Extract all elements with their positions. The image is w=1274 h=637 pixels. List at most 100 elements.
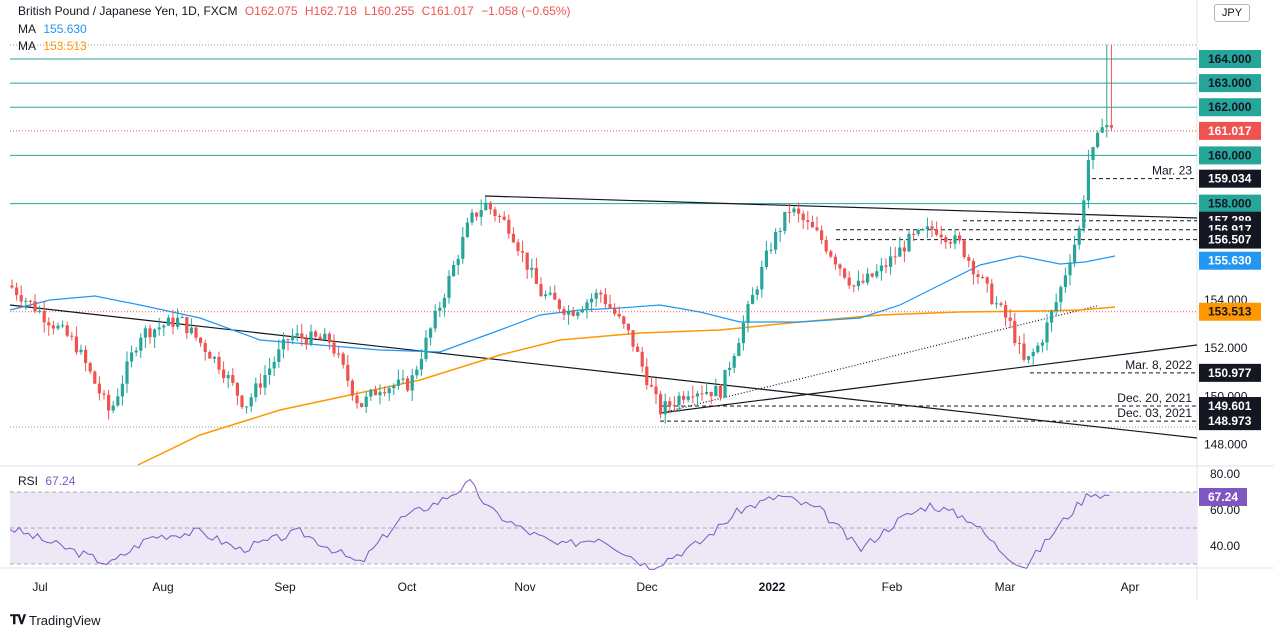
level-badge-2-bg — [1199, 98, 1261, 117]
candle-body — [281, 339, 285, 350]
candle-body — [148, 328, 152, 338]
candle-body — [346, 364, 350, 381]
rsi-tick-label: 40.00 — [1210, 539, 1240, 553]
candle-body — [732, 356, 736, 368]
x-tick-label: Sep — [274, 580, 296, 594]
candle-body — [613, 307, 617, 314]
ma-slow-label: MA — [18, 39, 36, 53]
dashed-level-badge-6-bg — [1199, 412, 1261, 431]
candle-body — [350, 380, 354, 396]
candle-body — [65, 325, 69, 336]
candle-body — [102, 393, 106, 395]
candle-body — [314, 331, 318, 337]
tradingview-logo[interactable]: 𝐓𝐕 TradingView — [10, 612, 101, 628]
candle-body — [217, 356, 221, 370]
ma-slow-legend[interactable]: MA 153.513 — [18, 39, 91, 53]
candle-body — [1077, 228, 1081, 245]
candle-body — [659, 394, 663, 415]
candle-body — [475, 212, 479, 217]
candle-body — [212, 356, 216, 359]
candle-body — [562, 308, 566, 315]
candle-body — [594, 292, 598, 299]
candle-body — [19, 295, 23, 302]
candle-body — [1109, 125, 1113, 128]
candle-body — [438, 307, 442, 311]
currency-button[interactable]: JPY — [1214, 4, 1250, 22]
candle-body — [1013, 320, 1017, 344]
candle-body — [180, 317, 184, 319]
candle-body — [387, 388, 391, 394]
candle-body — [488, 202, 492, 210]
candle-body — [1073, 244, 1077, 263]
candle-body — [258, 383, 262, 388]
candle-body — [1027, 356, 1031, 360]
candle-body — [686, 396, 690, 400]
candle-body — [1022, 343, 1026, 360]
level-note-4: Mar. 8, 2022 — [1125, 358, 1192, 372]
candle-body — [291, 335, 295, 341]
level-badge-0-bg — [1199, 50, 1261, 68]
candle-body — [1036, 345, 1040, 353]
candle-body — [530, 267, 534, 270]
candle-body — [654, 386, 658, 395]
x-tick-label: Aug — [152, 580, 173, 594]
candle-body — [994, 303, 998, 305]
candle-body — [916, 229, 920, 234]
rsi-legend[interactable]: RSI 67.24 — [18, 474, 79, 488]
ma-slow-badge-bg — [1199, 302, 1261, 321]
candle-body — [1100, 127, 1104, 133]
ma-fast-legend[interactable]: MA 155.630 — [18, 22, 91, 36]
candle-body — [953, 235, 957, 244]
candle-body — [208, 352, 212, 359]
candle-body — [847, 277, 851, 286]
candle-body — [617, 313, 621, 317]
candle-body — [640, 351, 644, 367]
candle-body — [79, 349, 83, 353]
dashed-level-badge-4-bg — [1199, 363, 1261, 382]
candle-body — [433, 310, 437, 329]
candle-body — [1086, 160, 1090, 201]
chart-legend-symbol: British Pound / Japanese Yen, 1D, FXCM O… — [18, 4, 574, 18]
symbol-title: British Pound / Japanese Yen, 1D, FXCM — [18, 4, 238, 18]
candle-body — [70, 335, 74, 337]
ma-slow-line — [137, 306, 1116, 466]
candle-body — [323, 333, 327, 340]
candle-body — [28, 300, 32, 302]
candle-body — [705, 392, 709, 394]
candle-body — [971, 260, 975, 275]
trendline-dotted — [664, 305, 1098, 413]
candle-body — [1105, 125, 1109, 128]
rsi-line — [9, 478, 1110, 570]
candle-body — [884, 265, 888, 267]
candle-body — [921, 229, 925, 231]
candle-body — [723, 369, 727, 398]
candle-body — [1068, 262, 1072, 276]
candle-body — [866, 273, 870, 283]
level-badge-1-bg — [1199, 74, 1261, 93]
candle-body — [778, 230, 782, 232]
candle-body — [226, 375, 230, 379]
candle-body — [470, 212, 474, 223]
candle-body — [824, 240, 828, 252]
candle-body — [318, 336, 322, 340]
candle-body — [672, 405, 676, 407]
candle-body — [231, 375, 235, 383]
candle-body — [677, 395, 681, 406]
candle-body — [157, 327, 161, 330]
x-tick-label: Oct — [398, 580, 417, 594]
candle-body — [42, 310, 46, 323]
level-note-5: Dec. 20, 2021 — [1117, 391, 1192, 405]
candle-body — [958, 235, 962, 241]
rsi-tick-label: 80.00 — [1210, 467, 1240, 481]
candle-body — [1091, 147, 1095, 161]
candle-body — [134, 350, 138, 353]
candle-body — [700, 393, 704, 395]
candle-body — [861, 280, 865, 283]
x-tick-label: Mar — [995, 580, 1016, 594]
candle-body — [1054, 302, 1058, 312]
candle-body — [649, 384, 653, 387]
dashed-level-badge-0: 159.034 — [1208, 172, 1252, 186]
candle-body — [245, 406, 249, 408]
candle-body — [378, 392, 382, 396]
